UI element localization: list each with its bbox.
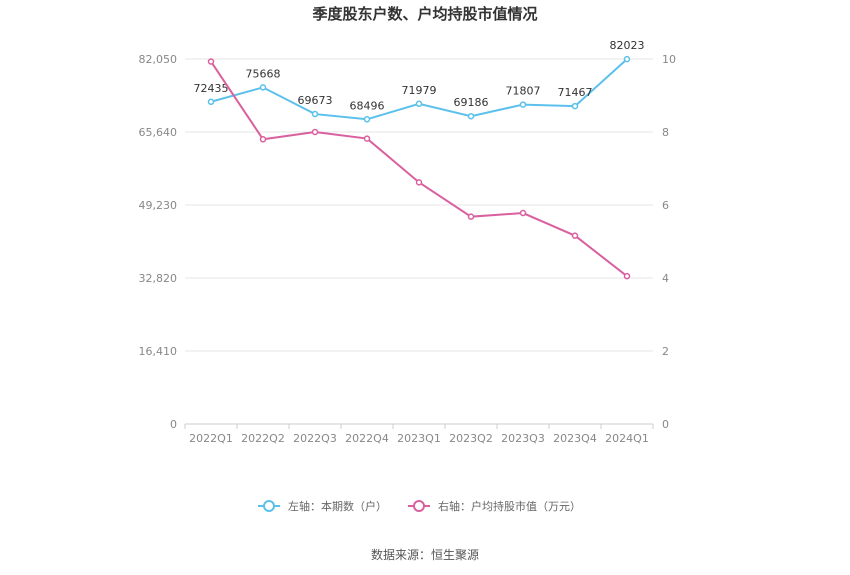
data-point — [311, 110, 319, 118]
data-label: 69673 — [298, 94, 333, 107]
data-point — [259, 84, 267, 91]
data-point — [467, 112, 475, 120]
x-tick-label: 2022Q1 — [189, 432, 233, 445]
data-label: 71467 — [558, 86, 593, 99]
y-left-tick-label: 65,640 — [139, 126, 178, 139]
grid — [185, 58, 653, 352]
data-point — [363, 135, 371, 142]
y-right-tick-label: 0 — [662, 418, 669, 431]
y-right-tick-label: 2 — [662, 345, 669, 358]
axes: 0 0 16,410 2 32,820 4 49,230 6 65,640 8 82,050 10 20… — [139, 53, 677, 445]
y-right-tick-label: 10 — [662, 53, 676, 66]
data-point — [571, 102, 579, 110]
x-tick-label: 2024Q1 — [605, 432, 649, 445]
data-point — [363, 116, 371, 123]
y-right-tick-label: 8 — [662, 126, 669, 139]
x-tick-label: 2023Q3 — [501, 432, 545, 445]
data-label: 82023 — [610, 39, 645, 52]
y-right-tick-label: 6 — [662, 199, 669, 212]
data-point — [207, 98, 215, 106]
data-point — [311, 128, 319, 136]
chart-title: 季度股东户数、户均持股市值情况 — [312, 5, 537, 23]
y-right-tick-label: 4 — [662, 272, 669, 285]
data-label: 71979 — [402, 84, 437, 97]
data-point — [571, 232, 579, 239]
legend-item[interactable]: 右轴：户均持股市值（万元） — [408, 499, 581, 513]
source-note: 数据来源：恒生聚源 — [371, 547, 479, 562]
data-label: 69186 — [454, 96, 489, 109]
x-tick-label: 2023Q2 — [449, 432, 493, 445]
legend-marker — [263, 500, 275, 512]
series-right — [207, 58, 631, 280]
legend-label: 左轴：本期数（户） — [288, 499, 387, 513]
data-point — [415, 100, 423, 108]
x-tick-label: 2022Q4 — [345, 432, 389, 445]
legend-marker — [413, 500, 425, 512]
data-point — [207, 58, 215, 65]
y-left-tick-label: 16,410 — [139, 345, 178, 358]
data-point — [467, 213, 475, 220]
data-label: 75668 — [246, 67, 281, 80]
x-tick-label: 2023Q1 — [397, 432, 441, 445]
data-point — [519, 101, 527, 108]
data-point — [415, 179, 423, 186]
data-label: 72435 — [194, 82, 229, 95]
y-left-tick-label: 49,230 — [139, 199, 178, 212]
data-point — [623, 272, 631, 280]
y-left-tick-label: 32,820 — [139, 272, 178, 285]
y-left-tick-label: 0 — [170, 418, 177, 431]
x-tick-label: 2022Q2 — [241, 432, 285, 445]
data-point — [259, 136, 267, 143]
data-point — [519, 209, 527, 217]
data-label: 71807 — [506, 85, 541, 98]
legend[interactable]: 左轴：本期数（户） 右轴：户均持股市值（万元） — [258, 499, 581, 513]
y-left-tick-label: 82,050 — [139, 53, 178, 66]
series-left: 72435 75668 69673 68496 71979 69186 71807 71467… — [194, 39, 645, 123]
x-tick-label: 2023Q4 — [553, 432, 597, 445]
x-tick-label: 2022Q3 — [293, 432, 337, 445]
series-layer: 72435 75668 69673 68496 71979 69186 71807 71467… — [194, 39, 645, 280]
data-point — [623, 55, 631, 63]
data-label: 68496 — [350, 99, 385, 112]
legend-item[interactable]: 左轴：本期数（户） — [258, 499, 387, 513]
legend-label: 右轴：户均持股市值（万元） — [438, 499, 581, 513]
